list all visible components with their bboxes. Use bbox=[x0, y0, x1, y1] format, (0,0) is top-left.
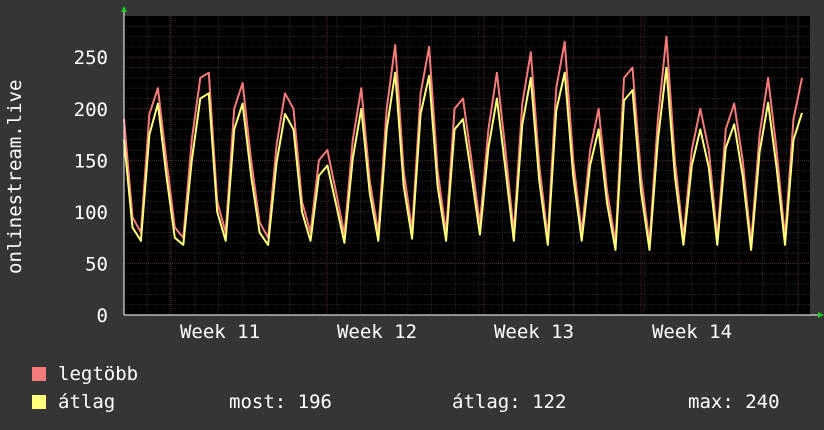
x-tick-label: Week 14 bbox=[652, 321, 732, 343]
stat-current: most: 196 bbox=[229, 391, 332, 413]
y-tick-label: 100 bbox=[74, 202, 108, 224]
y-tick-label: 200 bbox=[74, 99, 108, 121]
series-line-max bbox=[123, 35, 803, 244]
legend-item-avg: átlag bbox=[32, 391, 115, 413]
y-tick-label: 0 bbox=[97, 305, 108, 327]
chart: 0 50 100 150 200 250 Week 11 Week 12 Week 13 Week… bbox=[74, 6, 824, 343]
legend-label-max: legtöbb bbox=[58, 363, 139, 385]
x-axis-arrow bbox=[818, 312, 824, 318]
y-axis-label: onlinestream.live bbox=[4, 79, 26, 274]
y-axis-arrow bbox=[121, 6, 127, 12]
y-tick-label: 250 bbox=[74, 47, 108, 69]
stat-max: max: 240 bbox=[688, 391, 780, 413]
legend-item-max: legtöbb bbox=[32, 363, 138, 385]
x-tick-label: Week 12 bbox=[337, 321, 417, 343]
y-tick-label: 50 bbox=[85, 253, 108, 275]
stat-average: átlag: 122 bbox=[452, 391, 567, 413]
series-line-average bbox=[123, 66, 803, 251]
legend-label-avg: átlag bbox=[58, 391, 116, 413]
y-tick-label: 150 bbox=[74, 150, 108, 172]
legend-swatch-avg bbox=[32, 395, 46, 409]
x-tick-label: Week 13 bbox=[494, 321, 574, 343]
plot-area bbox=[124, 16, 810, 315]
x-tick-label: Week 11 bbox=[180, 321, 260, 343]
legend-swatch-max bbox=[32, 367, 46, 381]
